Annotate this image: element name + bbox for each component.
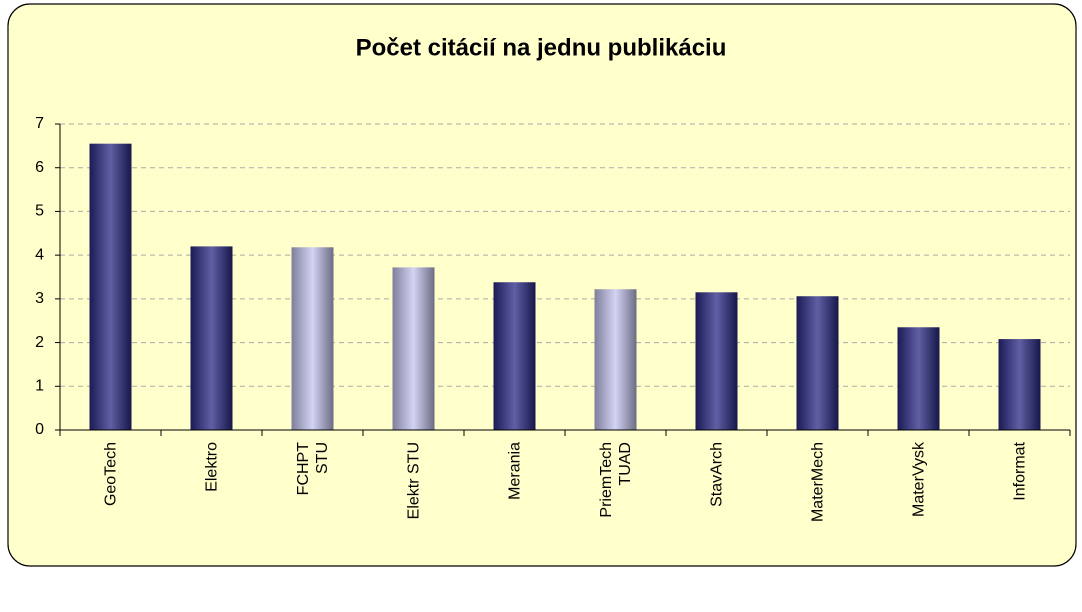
page: Počet citácií na jednu publikáciu 0 1 2 3 4 5… — [7, 3, 1077, 567]
bar — [897, 327, 940, 430]
chart: Počet citácií na jednu publikáciu 0 1 2 3 4 5… — [7, 3, 1077, 567]
x-tick-label: FCHPT STU — [294, 442, 331, 496]
bar — [291, 247, 334, 430]
bar — [392, 267, 435, 430]
y-tick-label: 7 — [35, 115, 44, 132]
y-tick-label: 4 — [35, 246, 44, 263]
y-tick-label: 5 — [35, 203, 44, 220]
bar — [695, 292, 738, 430]
x-tick-label: Informat — [1011, 442, 1028, 501]
y-tick-label: 3 — [35, 290, 44, 307]
y-tick-label: 2 — [35, 334, 44, 351]
bar — [594, 289, 637, 430]
chart-title: Počet citácií na jednu publikáciu — [356, 34, 727, 61]
x-tick-label: PriemTech TUAD — [597, 442, 634, 518]
x-tick-label: Elektro — [203, 442, 220, 492]
x-tick-label: GeoTech — [102, 442, 119, 507]
bar — [493, 282, 536, 430]
x-tick-label: MaterMech — [809, 442, 826, 523]
x-tick-label: Elektr STU — [405, 442, 422, 520]
bar — [190, 246, 233, 430]
bar — [998, 339, 1041, 430]
x-tick-label: StavArch — [708, 442, 725, 507]
x-tick-label: MaterVysk — [910, 442, 927, 517]
bar — [796, 296, 839, 430]
y-tick-label: 1 — [35, 378, 44, 395]
x-tick-label: Merania — [506, 442, 523, 500]
bar — [89, 143, 132, 430]
y-tick-label: 0 — [35, 421, 44, 438]
y-tick-label: 6 — [35, 159, 44, 176]
